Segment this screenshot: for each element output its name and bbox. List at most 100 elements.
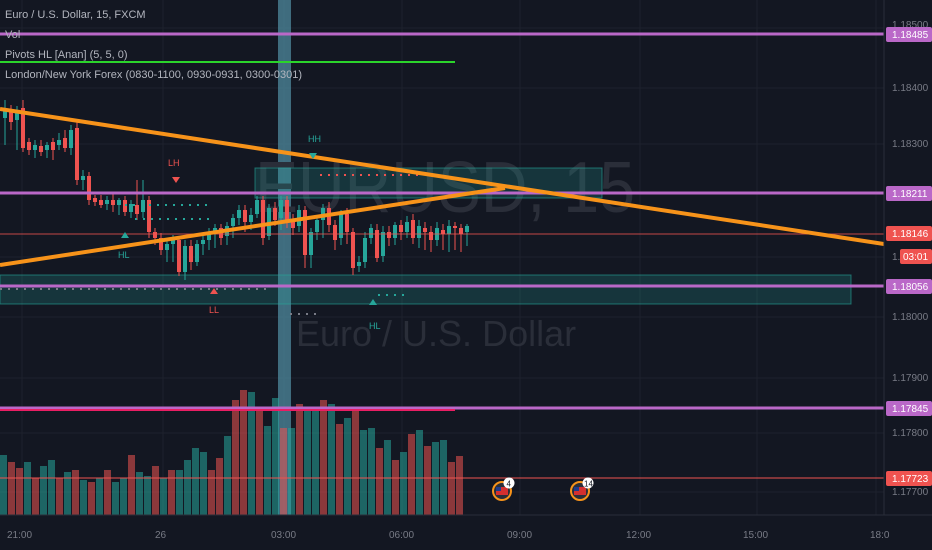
candle — [333, 220, 337, 250]
ascending-trendline[interactable] — [0, 186, 506, 267]
event-count-1: 4 — [507, 480, 512, 489]
candle — [93, 195, 97, 206]
pivot-dot — [80, 288, 82, 290]
pivot-dot — [402, 294, 404, 296]
volume-bar — [416, 430, 423, 515]
candle — [291, 214, 295, 235]
legend-sessions-indicator[interactable]: London/New York Forex (0830-1100, 0930-0… — [5, 69, 303, 81]
pivot-dot — [104, 288, 106, 290]
candle — [351, 228, 355, 275]
demand-zone[interactable] — [0, 274, 852, 305]
candle — [51, 138, 55, 160]
pivot-dot — [400, 174, 402, 176]
pivot-dot — [290, 313, 292, 315]
time-axis[interactable]: 21:00 26 03:00 06:00 09:00 12:00 15:00 1… — [0, 514, 932, 550]
volume-bar — [48, 460, 55, 515]
candle — [399, 220, 403, 240]
candle — [441, 224, 445, 250]
candle — [147, 196, 151, 238]
pivot-dot — [416, 174, 418, 176]
legend-pivots-indicator[interactable]: Pivots HL [Anan] (5, 5, 0) — [5, 49, 128, 61]
pivot-dot — [197, 204, 199, 206]
pivot-down-marker-2 — [309, 153, 317, 159]
time-tick-8: 18:0 — [870, 530, 890, 541]
watermark-name: Euro / U.S. Dollar — [296, 313, 576, 354]
volume-bar — [112, 482, 119, 515]
price-tick-7: 1.17800 — [892, 428, 929, 439]
volume-bar — [280, 428, 287, 515]
volume-bar — [424, 446, 431, 515]
session-highlight — [278, 0, 291, 515]
pivot-dot — [224, 288, 226, 290]
pivot-dot — [240, 288, 242, 290]
volume-bar — [272, 398, 279, 515]
time-tick-2: 26 — [155, 530, 167, 541]
pivot-dot — [306, 313, 308, 315]
volume-bar — [152, 466, 159, 515]
volume-bar — [104, 470, 111, 515]
event-marker-1[interactable]: 4 — [492, 477, 515, 501]
volume-bar — [216, 458, 223, 515]
candles — [3, 100, 469, 280]
volume-bar — [88, 482, 95, 515]
legend-symbol-title[interactable]: Euro / U.S. Dollar, 15, FXCM — [5, 9, 146, 21]
pivot-dot — [184, 288, 186, 290]
volume-bar — [248, 392, 255, 515]
pivot-dot — [160, 288, 162, 290]
pivot-dot — [205, 204, 207, 206]
price-tag-last — [886, 226, 932, 241]
price-tag-level-3 — [886, 279, 932, 294]
pivot-dot — [72, 288, 74, 290]
chart-legend: Euro / U.S. Dollar, 15, FXCM Vol Pivots … — [5, 10, 302, 92]
pivot-dot — [168, 288, 170, 290]
time-tick-6: 12:00 — [626, 530, 651, 541]
pivot-dot — [120, 288, 122, 290]
candle — [87, 172, 91, 205]
candle — [363, 232, 367, 268]
pivot-dot — [136, 288, 138, 290]
candle — [387, 226, 391, 246]
time-tick-4: 06:00 — [389, 530, 414, 541]
pivot-dot — [394, 294, 396, 296]
candle — [33, 140, 37, 158]
pivot-dot — [181, 204, 183, 206]
volume-bar — [168, 470, 175, 515]
pivot-dot — [149, 204, 151, 206]
price-tag-red — [886, 471, 932, 486]
pivot-dot — [159, 218, 161, 220]
candle — [81, 170, 85, 190]
candle — [447, 220, 451, 252]
pivot-dot — [314, 313, 316, 315]
price-axis[interactable]: 1.18500 1.18400 1.18300 1.18100 1.18000 … — [883, 0, 932, 550]
volume-bar — [96, 478, 103, 515]
pivot-dot — [386, 294, 388, 296]
pivot-dot — [173, 204, 175, 206]
volume-bar — [256, 410, 263, 515]
pivot-dot — [48, 288, 50, 290]
event-marker-2[interactable]: 14 — [570, 477, 594, 501]
volume-bar — [312, 410, 319, 515]
price-tick-3: 1.18300 — [892, 139, 929, 150]
pivot-dot — [298, 313, 300, 315]
candle — [381, 226, 385, 262]
volume-bar — [224, 436, 231, 515]
price-tag-level-2-text: 1.18211 — [892, 189, 928, 200]
pivot-label-hh: HH — [308, 134, 321, 144]
pivot-dot — [141, 204, 143, 206]
pivot-up-marker-2 — [210, 288, 218, 294]
time-tick-3: 03:00 — [271, 530, 296, 541]
pivot-dot — [376, 174, 378, 176]
price-tag-level-2 — [886, 186, 932, 201]
pivot-dot — [16, 288, 18, 290]
pivot-dot — [408, 174, 410, 176]
volume-bar — [304, 408, 311, 515]
volume-bar — [80, 480, 87, 515]
candle — [105, 196, 109, 210]
pivot-dot — [135, 218, 137, 220]
candle — [3, 100, 7, 145]
descending-trendline[interactable] — [0, 107, 884, 246]
legend-volume[interactable]: Vol — [5, 29, 21, 41]
volume-bar — [368, 428, 375, 515]
pivot-dot — [175, 218, 177, 220]
